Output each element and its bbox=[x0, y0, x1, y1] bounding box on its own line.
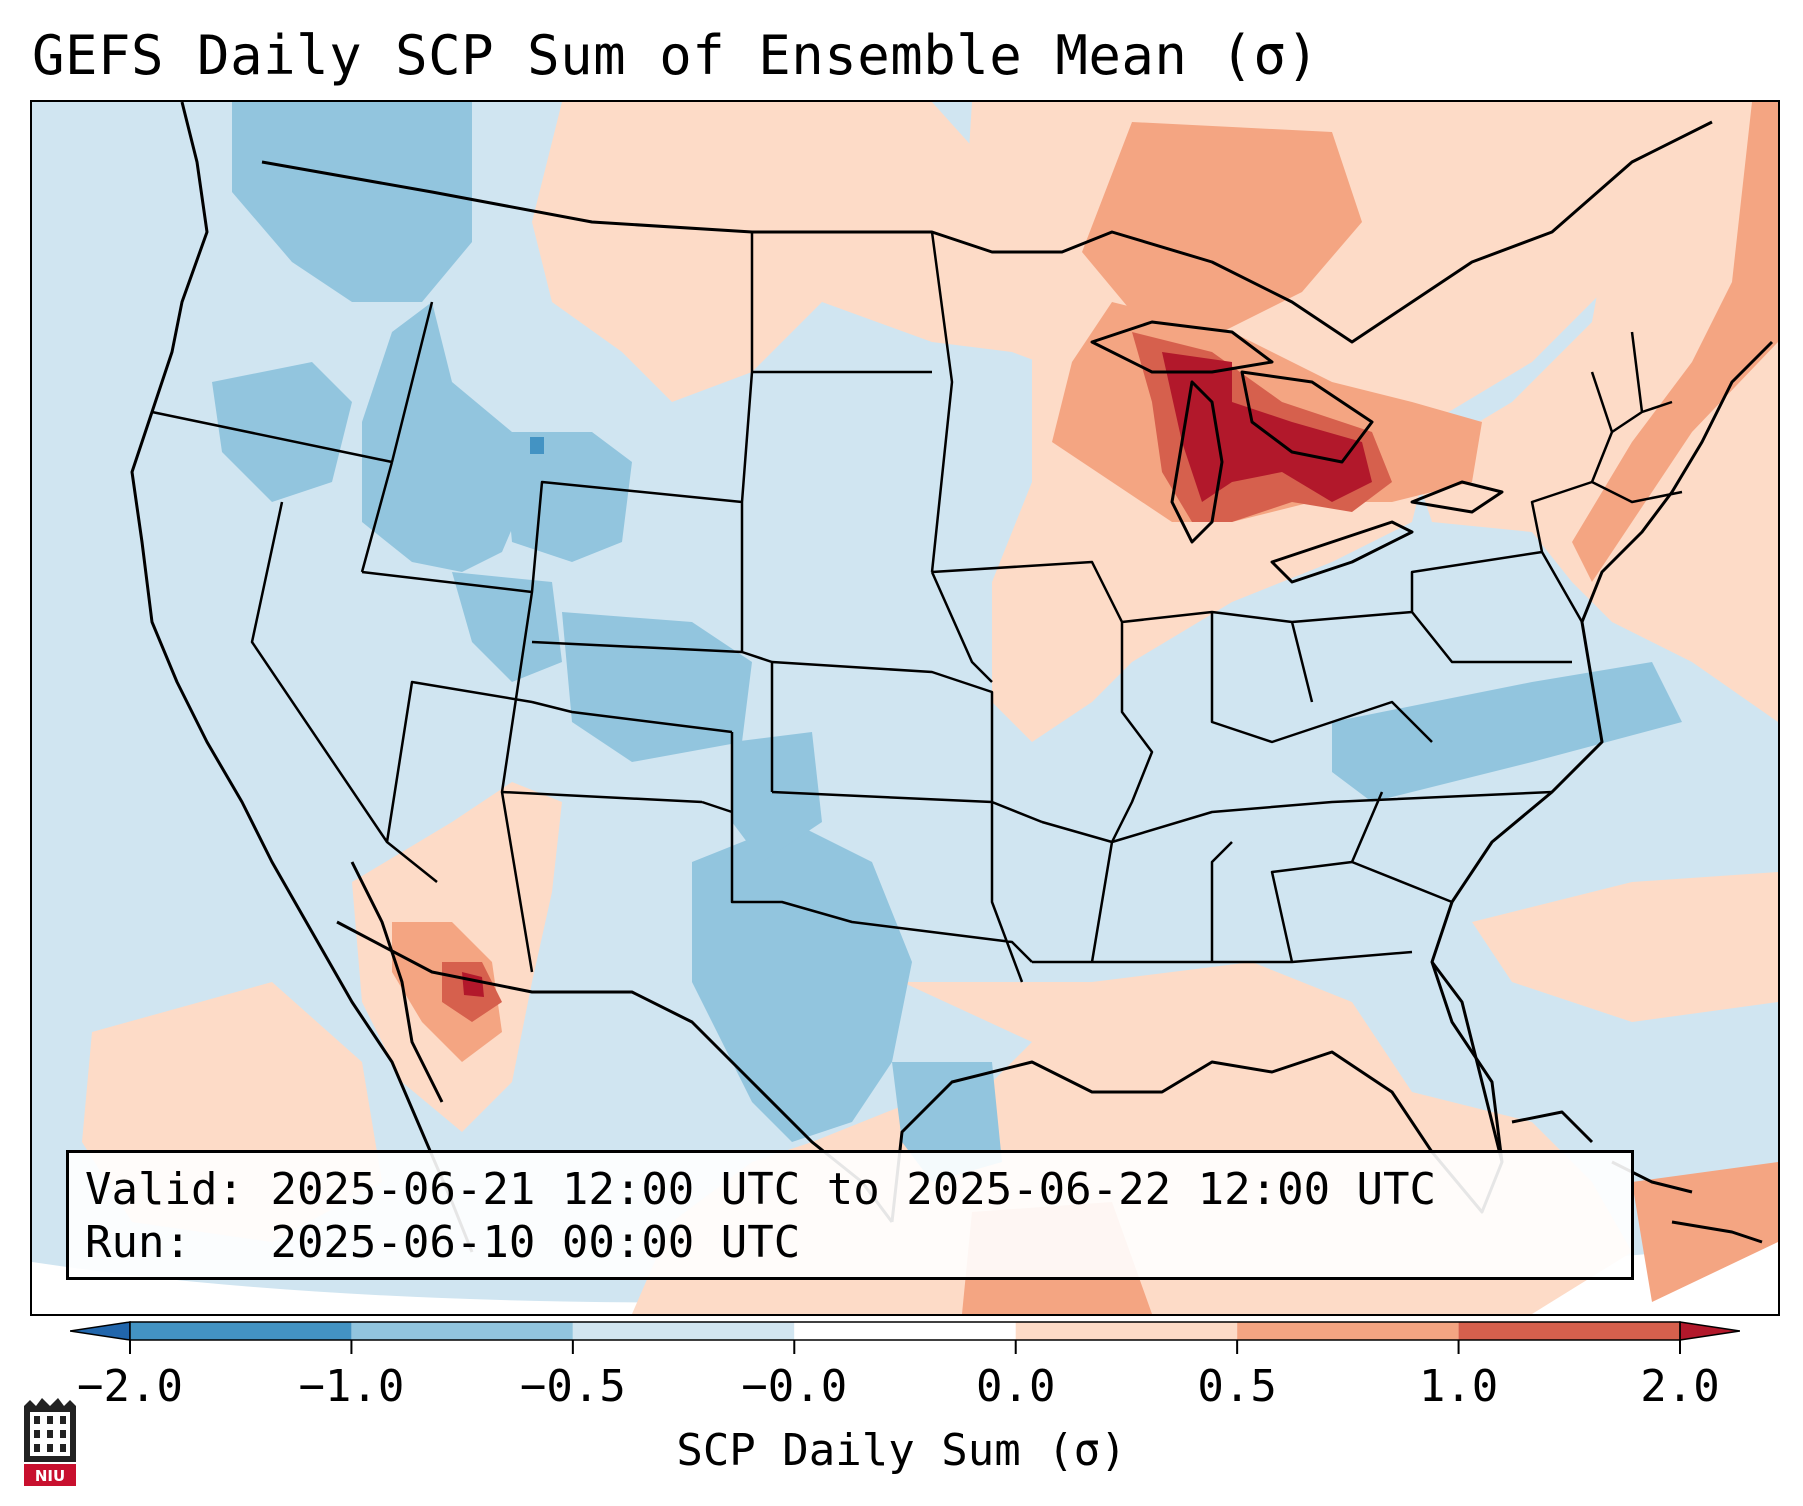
atlantic-warm bbox=[1472, 872, 1778, 1022]
gulf-coastline bbox=[890, 901, 1504, 1223]
colorbar-segment bbox=[572, 1322, 795, 1340]
ne-warm bbox=[1412, 102, 1778, 722]
state-borders bbox=[151, 231, 1683, 983]
run-value: 2025-06-10 00:00 UTC bbox=[270, 1217, 801, 1268]
great-lake-ontario bbox=[1410, 480, 1504, 514]
wyoming-cool bbox=[502, 432, 632, 562]
colorbar-segment bbox=[1015, 1322, 1238, 1340]
map-panel[interactable] bbox=[30, 100, 1780, 1316]
us-canada-border bbox=[261, 120, 1713, 344]
caribbean-warm bbox=[1632, 1162, 1778, 1302]
great-lake-michigan bbox=[1170, 380, 1224, 544]
coastline-outline bbox=[130, 102, 474, 1253]
niu-logo-icon: NIU bbox=[24, 1398, 76, 1486]
valid-value: 2025-06-21 12:00 UTC to 2025-06-22 12:00… bbox=[270, 1164, 1437, 1215]
colorbar-tick-label: −2.0 bbox=[77, 1361, 183, 1412]
colorbar-tick-label: 0.5 bbox=[1197, 1361, 1277, 1412]
colorbar-extend-high bbox=[1679, 1321, 1740, 1341]
great-lake-superior bbox=[1090, 320, 1274, 374]
anomaly-map bbox=[32, 102, 1778, 1314]
carolina-cool bbox=[1332, 662, 1682, 802]
great-lake-huron bbox=[1240, 370, 1374, 464]
idaho-cool bbox=[362, 302, 532, 572]
colorbar-tick-label: 0.0 bbox=[975, 1361, 1056, 1412]
colorbar-tick-label: −0.5 bbox=[519, 1361, 626, 1412]
colorbar-extend-low bbox=[70, 1321, 131, 1341]
northwest-cool bbox=[232, 102, 472, 302]
colorbar-label: SCP Daily Sum (σ) bbox=[676, 1425, 1127, 1476]
colorbar-segment bbox=[1458, 1322, 1680, 1340]
run-label: Run: bbox=[85, 1217, 191, 1268]
utah-cool bbox=[452, 572, 562, 682]
florida-outline bbox=[1430, 961, 1504, 1163]
colorbar-ticks bbox=[129, 1340, 1681, 1354]
oregon-cool bbox=[212, 362, 352, 502]
positive-anomaly-areas bbox=[82, 102, 1778, 1314]
map-title: GEFS Daily SCP Sum of Ensemble Mean (σ) bbox=[32, 24, 1320, 87]
colorbar-tick-label: 2.0 bbox=[1640, 1361, 1720, 1412]
nm-cool bbox=[732, 732, 822, 862]
colorado-cool bbox=[562, 612, 752, 762]
colorbar-segment bbox=[794, 1322, 1016, 1340]
texas-cool bbox=[692, 822, 912, 1142]
valid-label: Valid: bbox=[85, 1164, 244, 1215]
colorbar-segment bbox=[130, 1322, 352, 1340]
atlantic-coastline bbox=[1450, 340, 1774, 903]
ne-warm-core bbox=[1572, 102, 1778, 582]
baja-outline bbox=[350, 861, 444, 1103]
colorbar-segments bbox=[70, 1321, 1740, 1341]
wy-core bbox=[530, 437, 544, 454]
colorbar-segment bbox=[1237, 1322, 1459, 1340]
great-lake-erie bbox=[1270, 520, 1414, 584]
validity-info-box: Valid: 2025-06-21 12:00 UTC to 2025-06-2… bbox=[66, 1150, 1634, 1280]
colorbar-outline bbox=[129, 1321, 1681, 1341]
niu-logo-text: NIU bbox=[35, 1467, 65, 1485]
boundaries bbox=[130, 102, 1774, 1253]
colorbar-tick-label: −0.0 bbox=[741, 1361, 848, 1412]
colorbar-tick-label: 1.0 bbox=[1418, 1361, 1499, 1412]
colorbar-tick-label: −1.0 bbox=[298, 1361, 405, 1412]
great-lakes-core bbox=[1162, 352, 1372, 502]
canada-warm-core bbox=[1082, 122, 1362, 332]
colorbar bbox=[70, 1321, 1740, 1354]
colorbar-segment bbox=[351, 1322, 573, 1340]
